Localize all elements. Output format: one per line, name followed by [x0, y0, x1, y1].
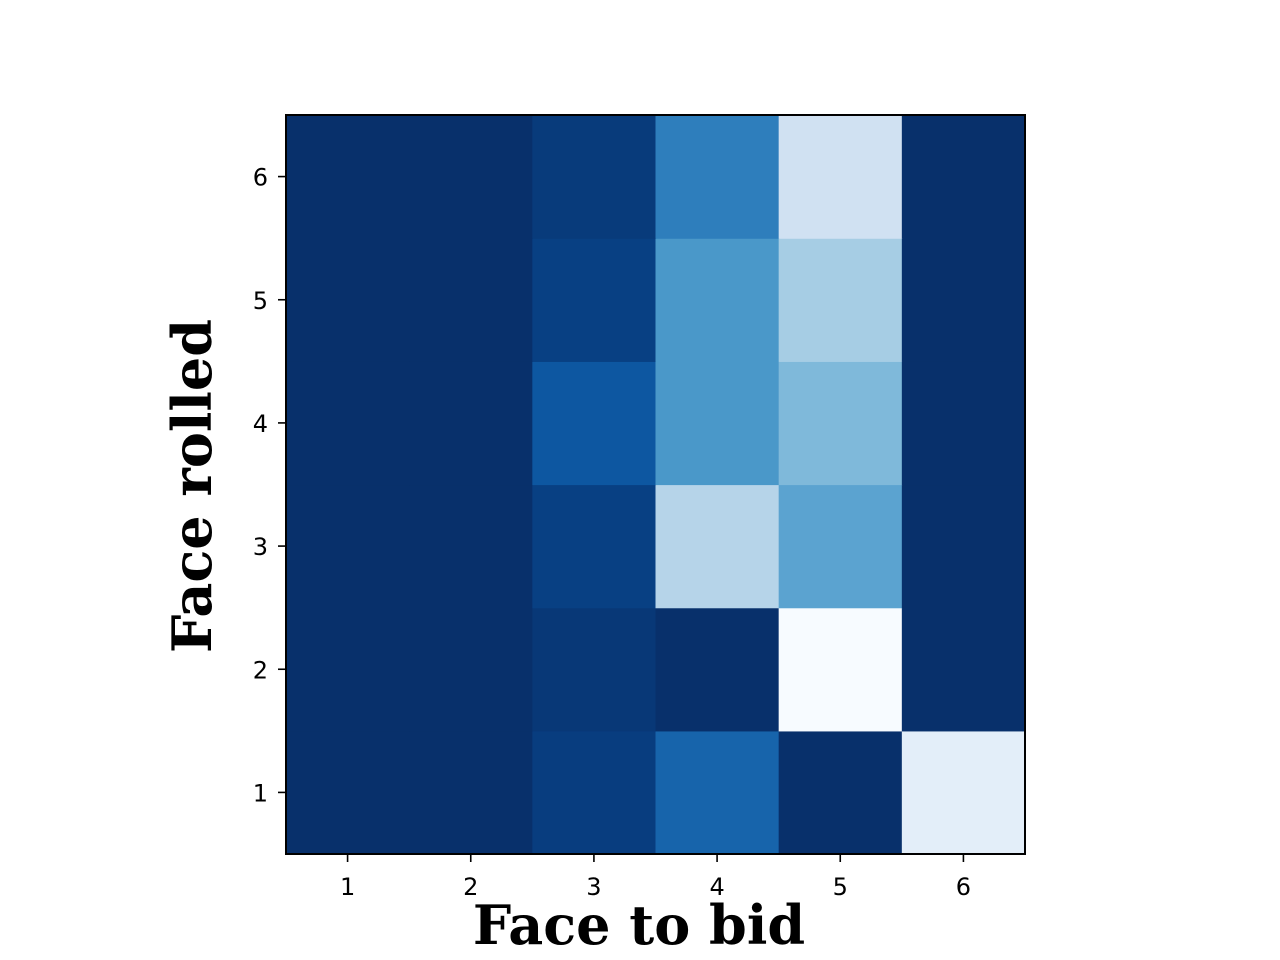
heatmap-cell-bid2-rolled3	[409, 484, 533, 609]
heatmap-cell-bid1-rolled6	[286, 115, 410, 239]
heatmap-cell-bid1-rolled2	[286, 607, 410, 732]
x-axis-ticks: 1 2 3 4 5 6	[340, 854, 971, 901]
heatmap-cell-bid4-rolled3	[655, 484, 780, 609]
heatmap-cell-bid2-rolled1	[409, 730, 533, 855]
heatmap-cell-bid6-rolled1	[901, 730, 1026, 855]
heatmap-cell-bid5-rolled3	[778, 484, 903, 609]
heatmap-cell-bid5-rolled2	[778, 607, 903, 732]
x-tick-label: 3	[586, 873, 601, 901]
heatmap-cell-bid5-rolled5	[778, 238, 903, 362]
heatmap-cell-bid4-rolled2	[655, 607, 780, 732]
x-axis-title: Face to bid	[473, 893, 805, 957]
heatmap-cell-bid2-rolled2	[409, 607, 533, 732]
y-tick-label: 5	[253, 287, 268, 315]
heatmap-cell-bid5-rolled1	[778, 730, 903, 855]
heatmap-cell-bid1-rolled4	[286, 361, 410, 486]
heatmap-cell-bid3-rolled5	[532, 238, 657, 362]
heatmap-cell-bid6-rolled2	[901, 607, 1026, 732]
heatmap-cell-bid3-rolled3	[532, 484, 657, 609]
x-tick-label: 4	[709, 873, 724, 901]
heatmap-cell-bid1-rolled5	[286, 238, 410, 362]
y-tick-label: 3	[253, 533, 268, 561]
x-tick-label: 1	[340, 873, 355, 901]
heatmap-cell-bid4-rolled1	[655, 730, 780, 855]
heatmap-cell-bid3-rolled2	[532, 607, 657, 732]
heatmap-cell-bid1-rolled3	[286, 484, 410, 609]
heatmap-cell-bid2-rolled6	[409, 115, 533, 239]
y-tick-label: 6	[253, 164, 268, 192]
heatmap-cell-bid6-rolled4	[901, 361, 1026, 486]
heatmap-cell-bid6-rolled6	[901, 115, 1026, 239]
heatmap-cell-bid1-rolled1	[286, 730, 410, 855]
y-tick-label: 4	[253, 410, 268, 438]
plot-frame	[285, 114, 1026, 855]
heatmap-cell-bid5-rolled4	[778, 361, 903, 486]
x-tick-label: 6	[956, 873, 971, 901]
heatmap-cell-bid3-rolled4	[532, 361, 657, 486]
x-tick-label: 5	[833, 873, 848, 901]
heatmap-cell-bid3-rolled6	[532, 115, 657, 239]
heatmap-cell-bid4-rolled5	[655, 238, 780, 362]
heatmap-cells	[286, 115, 1026, 855]
heatmap-cell-bid5-rolled6	[778, 115, 903, 239]
y-axis-title: Face rolled	[160, 319, 224, 653]
heatmap-cell-bid2-rolled4	[409, 361, 533, 486]
heatmap-cell-bid2-rolled5	[409, 238, 533, 362]
y-axis-ticks: 1 2 3 4 5 6	[253, 164, 286, 807]
y-tick-label: 1	[253, 779, 268, 807]
y-tick-label: 2	[253, 656, 268, 684]
x-tick-label: 2	[463, 873, 478, 901]
heatmap-cell-bid6-rolled5	[901, 238, 1026, 362]
heatmap-cell-bid4-rolled4	[655, 361, 780, 486]
heatmap-cell-bid6-rolled3	[901, 484, 1026, 609]
heatmap-cell-bid4-rolled6	[655, 115, 780, 239]
heatmap-cell-bid3-rolled1	[532, 730, 657, 855]
